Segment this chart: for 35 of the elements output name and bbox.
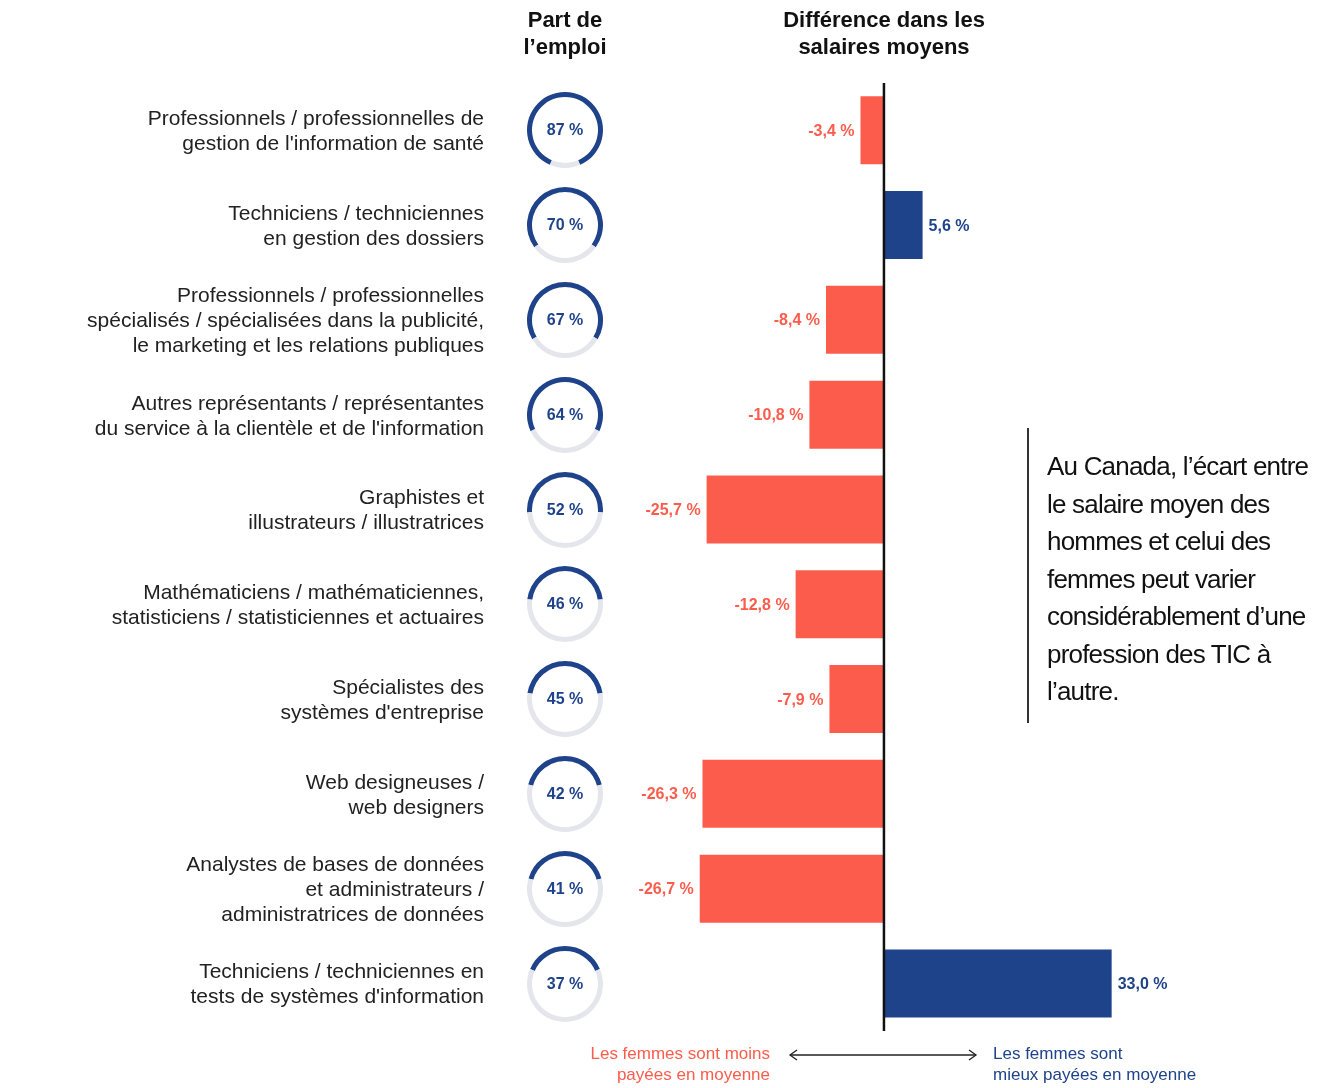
data-label: -26,7 % [638, 880, 694, 898]
text: Les femmes sont mieux payées en moyenne [993, 1043, 1198, 1085]
data-label: -3,4 % [808, 121, 855, 139]
data-label: 70 % [545, 215, 585, 236]
data-label: 37 % [545, 973, 585, 994]
y-tick-label: Web designeuses / web designers [305, 769, 485, 818]
data-label: 64 % [545, 404, 585, 425]
data-label: 41 % [545, 878, 585, 899]
text: Les femmes sont moins payées en moyenne [589, 1043, 770, 1085]
y-tick-label: Analystes de bases de données et administrateurs / administratrices de données [186, 852, 485, 926]
data-label: 46 % [545, 594, 585, 615]
data-label: -12,8 % [734, 595, 790, 613]
y-tick-label: Graphistes et illustrateurs / illustratrices [248, 485, 485, 534]
y-tick-label: Techniciens / techniciennes en tests de systèmes d'information [190, 959, 484, 1008]
data-label: 52 % [545, 499, 585, 520]
data-label: -26,3 % [641, 785, 697, 803]
y-tick-label: Professionnels / professionnelles de gestion de l'information de santé [147, 106, 484, 155]
y-tick-label: Mathématiciens / mathématiciennes, statisticiens / statisticiennes et actuaires [111, 580, 484, 629]
data-label: 33,0 % [1117, 975, 1168, 993]
y-tick-label: Autres représentants / représentantes du service à la clientèle et de l'information [94, 390, 484, 439]
y-tick-label: Professionnels / professionnelles spécialisés / spécialisées dans la publicité, le marketing et les relations publiques [87, 283, 484, 357]
y-tick-label: Techniciens / techniciennes en gestion des dossiers [228, 201, 484, 250]
text: Part de l’emploi [522, 6, 608, 60]
data-label: -8,4 % [773, 311, 820, 329]
data-label: 5,6 % [928, 216, 970, 234]
chart-title: Différence dans les salaires moyens [782, 6, 986, 60]
data-label: -7,9 % [777, 690, 824, 708]
data-label: 67 % [545, 310, 585, 330]
y-tick-label: Spécialistes des systèmes d'entreprise [280, 675, 484, 724]
data-label: -25,7 % [645, 501, 701, 519]
data-label: 45 % [545, 689, 585, 710]
data-label: -10,8 % [748, 406, 804, 424]
data-label: 42 % [545, 784, 585, 804]
data-label: 87 % [545, 120, 585, 141]
annotation: Au Canada, l’écart entre le salaire moyen des hommes et celui des femmes peut varier considérablement d’une profession des TIC à l’autre. [1047, 450, 1310, 708]
